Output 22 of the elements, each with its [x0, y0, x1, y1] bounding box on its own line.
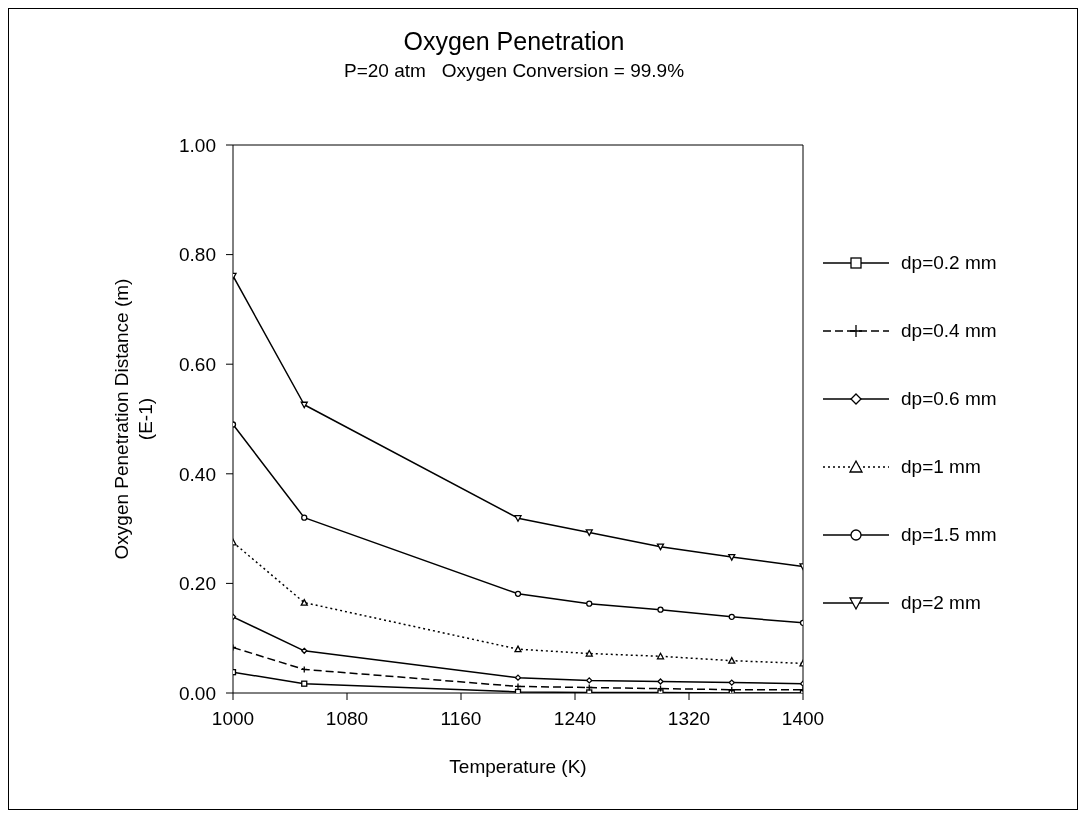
x-tick-label: 1160	[440, 708, 482, 730]
y-tick-label: 0.40	[179, 463, 216, 485]
x-tick-label: 1320	[667, 708, 711, 730]
y-tick-label: 0.60	[179, 353, 216, 375]
x-tick-label: 1400	[781, 708, 825, 730]
y-axis-title: Oxygen Penetration Distance (m) (E-1)	[111, 278, 156, 560]
chart-title: Oxygen Penetration	[402, 27, 626, 56]
legend-label: dp=0.4 mm	[901, 320, 997, 342]
y-tick-label: 0.80	[179, 244, 216, 266]
chart-subtitle: P=20 atm Oxygen Conversion = 99.9%	[342, 60, 686, 82]
x-tick-label: 1080	[325, 708, 369, 730]
x-axis-title: Temperature (K)	[449, 756, 587, 777]
legend-label: dp=1.5 mm	[901, 524, 997, 546]
y-tick-label: 0.20	[179, 573, 216, 595]
x-tick-label: 1240	[553, 708, 597, 730]
legend-label: dp=2 mm	[901, 592, 981, 614]
x-tick-label: 1000	[211, 708, 255, 730]
y-tick-label: 1.00	[179, 134, 216, 156]
y-tick-label: 0.00	[179, 682, 216, 704]
legend-label: dp=1 mm	[901, 456, 981, 478]
legend-label: dp=0.6 mm	[901, 388, 997, 410]
legend-label: dp=0.2 mm	[901, 252, 997, 274]
